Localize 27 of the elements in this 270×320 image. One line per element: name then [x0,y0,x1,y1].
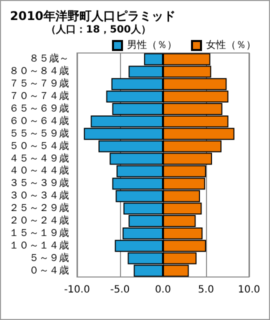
y-tick-label: ８５歳～ [29,52,69,65]
y-tick-label: ５～９歳 [29,252,69,264]
chart-subtitle: （人口：18，500人） [46,24,151,36]
x-tick-label: -5.0 [110,284,130,296]
chart-title: 2010年洋野町人口ピラミッド [10,9,176,23]
y-tick-label: １０～１４歳 [9,239,69,252]
y-tick-label: ８０～８４歳 [9,65,69,78]
y-tick-label: ２０～２４歳 [9,214,69,226]
y-tick-label: ７０～７４歳 [9,90,69,102]
y-tick-label: １５～１９歳 [9,226,69,239]
y-tick-label: ３５～３９歳 [9,177,69,190]
y-tick-label: ０～４歳 [29,264,69,276]
y-tick-label: ４０～４４歳 [9,164,69,177]
y-tick-label: ６０～６４歳 [9,114,69,127]
x-tick-label: 10.0 [238,284,260,296]
x-tick-label: 5.0 [198,284,214,296]
legend-label: 男性（％） [127,39,177,51]
y-tick-label: ５０～５４歳 [9,140,69,152]
y-tick-label: ３０～３４歳 [9,190,69,202]
x-tick-label: -10.0 [64,284,90,296]
y-tick-label: ５５～５９歳 [9,127,69,140]
y-tick-label: ７５～７９歳 [9,78,69,90]
y-tick-label: ２５～２９歳 [9,202,69,214]
y-tick-label: ６５～６９歳 [9,102,69,114]
y-tick-label: ４５～４９歳 [9,152,69,164]
x-tick-label: 0.0 [155,284,171,296]
legend-label: 女性（％） [206,39,256,51]
